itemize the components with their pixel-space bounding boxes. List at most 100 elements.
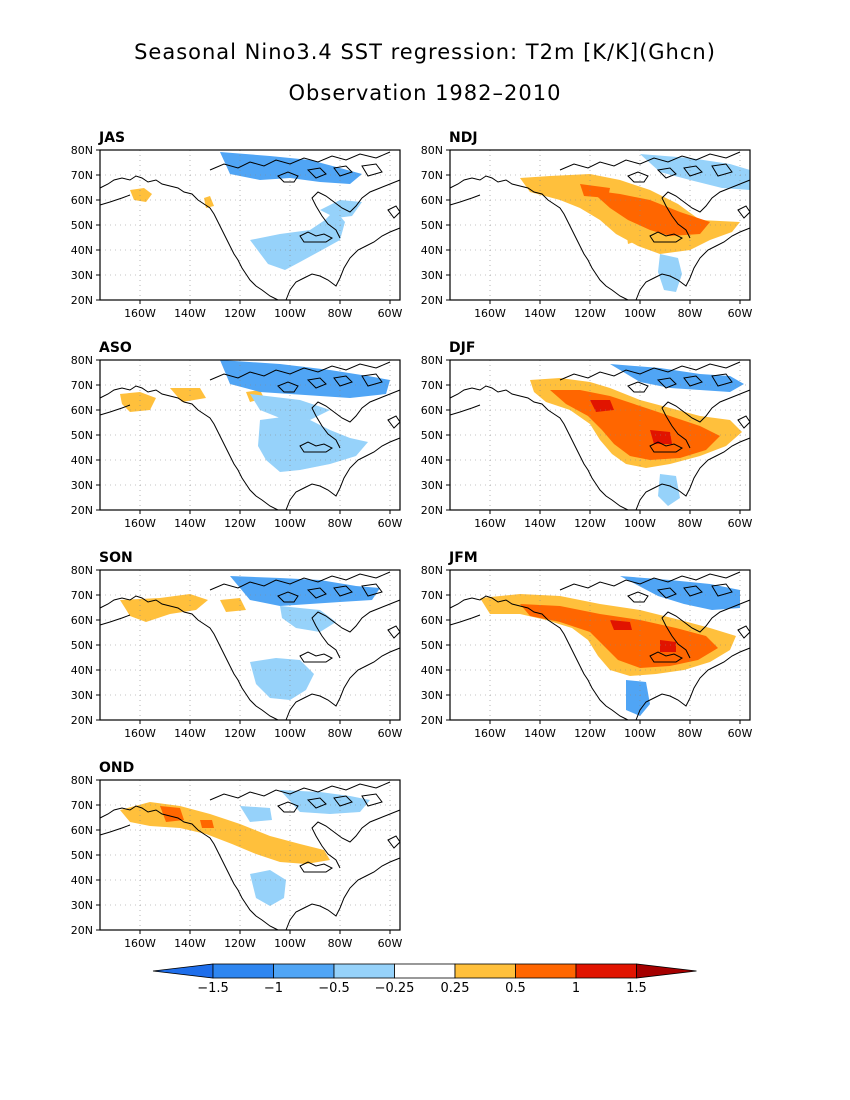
lon-tick-label: 160W	[124, 727, 156, 740]
colorbar-label: 0.5	[505, 981, 526, 996]
lon-tick-label: 60W	[728, 517, 753, 530]
map-panel-ond: OND 80N 70N 60N 50N 40N 30N 20N 160W 140W 120W 100W…	[71, 760, 403, 950]
colorbar-swatch	[212, 963, 274, 979]
lon-tick-label: 140W	[174, 727, 206, 740]
lon-tick-label: 100W	[624, 307, 656, 320]
lat-tick-label: 50N	[421, 219, 443, 232]
lat-tick-label: 80N	[71, 354, 93, 367]
lat-tick-label: 80N	[71, 144, 93, 157]
anomaly-patch	[660, 640, 676, 652]
lat-tick-label: 70N	[421, 379, 443, 392]
colorbar-swatch	[575, 963, 637, 979]
lat-tick-label: 70N	[71, 379, 93, 392]
colorbar-label: 0.25	[441, 981, 470, 996]
lon-tick-label: 60W	[378, 517, 403, 530]
colorbar-arrow-low	[152, 963, 214, 979]
lat-tick-label: 30N	[421, 269, 443, 282]
colorbar-arrow-high	[636, 963, 697, 979]
colorbar-swatch	[515, 963, 577, 979]
lon-tick-label: 120W	[574, 727, 606, 740]
anomaly-patch	[320, 200, 362, 218]
anomaly-patch	[590, 190, 710, 236]
panel-label: SON	[99, 550, 133, 566]
lat-tick-label: 60N	[421, 194, 443, 207]
lat-tick-label: 50N	[421, 429, 443, 442]
anomaly-shading	[130, 152, 362, 270]
anomaly-patch	[658, 254, 682, 292]
lon-tick-label: 80W	[328, 727, 353, 740]
lat-tick-label: 70N	[421, 169, 443, 182]
lat-tick-label: 80N	[421, 144, 443, 157]
panel-label: NDJ	[449, 130, 478, 146]
lon-tick-label: 140W	[524, 727, 556, 740]
lon-tick-label: 80W	[678, 517, 703, 530]
lon-tick-label: 100W	[274, 727, 306, 740]
lat-tick-label: 20N	[71, 504, 93, 517]
lat-tick-label: 30N	[71, 479, 93, 492]
lat-tick-label: 30N	[421, 479, 443, 492]
lat-tick-label: 30N	[421, 689, 443, 702]
lat-tick-label: 80N	[71, 564, 93, 577]
colorbar-label: 1.5	[626, 981, 647, 996]
lat-tick-label: 50N	[421, 639, 443, 652]
lon-tick-label: 160W	[124, 517, 156, 530]
anomaly-patch	[250, 394, 330, 420]
lon-tick-label: 60W	[728, 727, 753, 740]
anomaly-patch	[220, 360, 390, 398]
anomaly-patch	[220, 152, 362, 184]
lat-tick-label: 50N	[71, 429, 93, 442]
anomaly-patch	[250, 210, 345, 270]
anomaly-patch	[580, 184, 610, 198]
lon-tick-label: 120W	[224, 307, 256, 320]
lon-tick-label: 80W	[328, 307, 353, 320]
panel-label: OND	[99, 760, 134, 776]
anomaly-patch	[658, 474, 680, 506]
lat-tick-label: 40N	[421, 454, 443, 467]
anomaly-patch	[640, 154, 750, 190]
colorbar-label: −0.5	[318, 981, 350, 996]
lat-tick-label: 60N	[71, 194, 93, 207]
lon-tick-label: 140W	[524, 517, 556, 530]
lat-tick-label: 60N	[71, 824, 93, 837]
lat-tick-label: 50N	[71, 219, 93, 232]
lat-tick-label: 20N	[71, 294, 93, 307]
lat-tick-label: 70N	[71, 169, 93, 182]
lon-tick-label: 100W	[274, 937, 306, 950]
lat-tick-label: 30N	[71, 689, 93, 702]
panel-label: DJF	[449, 340, 475, 356]
lat-tick-label: 20N	[421, 714, 443, 727]
anomaly-patch	[626, 680, 650, 716]
lat-tick-label: 40N	[421, 244, 443, 257]
lat-tick-label: 60N	[421, 614, 443, 627]
lon-tick-label: 80W	[678, 727, 703, 740]
lon-tick-label: 120W	[574, 307, 606, 320]
lon-tick-label: 80W	[328, 517, 353, 530]
lat-tick-label: 60N	[71, 614, 93, 627]
anomaly-patch	[650, 430, 672, 444]
lon-tick-label: 80W	[678, 307, 703, 320]
lat-tick-label: 40N	[71, 454, 93, 467]
lat-tick-label: 70N	[421, 589, 443, 602]
lat-tick-label: 60N	[71, 404, 93, 417]
lon-tick-label: 140W	[524, 307, 556, 320]
lon-tick-label: 60W	[728, 307, 753, 320]
anomaly-patch	[280, 606, 336, 632]
panel-label: JAS	[98, 130, 125, 146]
lat-tick-label: 40N	[71, 874, 93, 887]
map-panel-jfm: JFM 80N 70N 60N 50N 40N 30N 20N 160W 140W 120W 100W…	[421, 550, 753, 740]
panel-label: ASO	[99, 340, 132, 356]
lat-tick-label: 40N	[71, 244, 93, 257]
lon-tick-label: 160W	[474, 727, 506, 740]
anomaly-patch	[626, 228, 634, 244]
anomaly-patch	[550, 390, 720, 460]
anomaly-patch	[220, 598, 246, 612]
colorbar-swatch	[454, 963, 516, 979]
lon-tick-label: 160W	[474, 307, 506, 320]
lon-tick-label: 160W	[124, 937, 156, 950]
lon-tick-label: 100W	[274, 307, 306, 320]
lat-tick-label: 80N	[421, 354, 443, 367]
anomaly-patch	[130, 188, 152, 202]
anomaly-shading	[120, 790, 370, 906]
lon-tick-label: 140W	[174, 307, 206, 320]
